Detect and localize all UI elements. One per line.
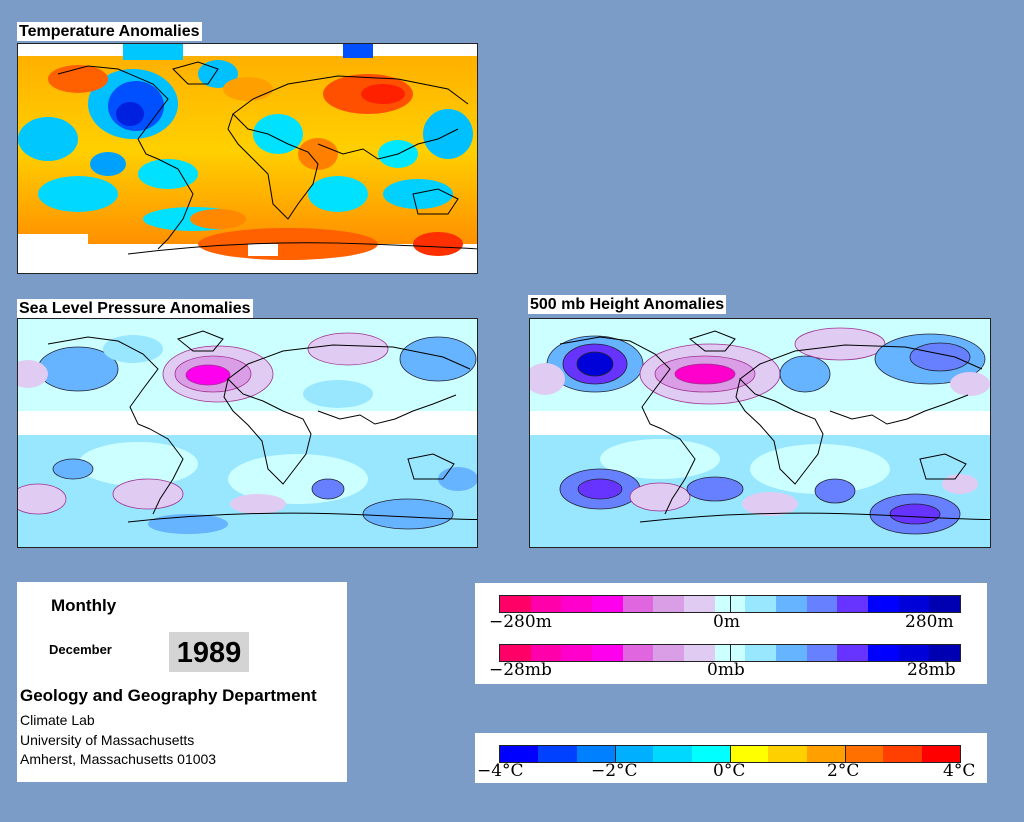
temperature-swatch-8 <box>768 746 807 762</box>
info-panel: Monthly December 1989 Geology and Geogra… <box>17 582 347 782</box>
temperature-legend: −4°C −2°C 0°C 2°C 4°C <box>475 733 987 783</box>
pressure-swatch-9 <box>745 645 777 661</box>
temp-label-zero: 0°C <box>713 761 746 781</box>
height-swatch-11 <box>806 596 838 612</box>
temperature-swatch-7 <box>729 746 769 762</box>
temp-label-minus2: −2°C <box>591 761 638 781</box>
height-swatch-2 <box>530 596 562 612</box>
pressure-swatch-4 <box>592 645 623 661</box>
height-swatch-6 <box>653 596 685 612</box>
pressure-swatch-11 <box>806 645 838 661</box>
pressure-swatch-1 <box>500 645 531 661</box>
height-swatch-12 <box>837 596 869 612</box>
pressure-swatch-6 <box>653 645 685 661</box>
temperature-swatch-10 <box>844 746 884 762</box>
temp-tick-plus2 <box>845 745 846 763</box>
temperature-swatch-6 <box>691 746 730 762</box>
temperature-swatch-12 <box>921 746 960 762</box>
temperature-swatch-1 <box>500 746 539 762</box>
height-swatch-9 <box>745 596 777 612</box>
year-label: 1989 <box>169 632 249 672</box>
height-swatch-1 <box>500 596 531 612</box>
pressure-swatch-3 <box>561 645 593 661</box>
lab-label: Climate Lab <box>20 712 95 728</box>
temperature-anomalies-title: Temperature Anomalies <box>17 22 202 41</box>
temp-tick-minus2 <box>615 745 616 763</box>
pressure-zero-tick <box>730 644 731 662</box>
height-swatch-4 <box>592 596 623 612</box>
temp-label-minus4: −4°C <box>477 761 524 781</box>
temperature-anomalies-map <box>17 43 478 274</box>
height-zero-tick <box>730 595 731 613</box>
anomaly-legend: −280m 0m 280m −28mb 0mb 28mb <box>475 583 987 684</box>
university-label: University of Massachusetts <box>20 732 195 748</box>
height-swatch-14 <box>898 596 930 612</box>
pressure-swatch-15 <box>929 645 961 661</box>
address-label: Amherst, Massachusetts 01003 <box>20 751 217 767</box>
height-swatch-7 <box>684 596 715 612</box>
pressure-swatch-13 <box>868 645 899 661</box>
height-max-label: 280m <box>905 612 954 632</box>
temperature-swatch-9 <box>806 746 845 762</box>
temp-label-plus2: 2°C <box>827 761 860 781</box>
temp-label-plus4: 4°C <box>943 761 976 781</box>
pressure-swatch-5 <box>622 645 654 661</box>
pressure-swatch-7 <box>684 645 715 661</box>
pressure-swatch-14 <box>898 645 930 661</box>
height-swatch-5 <box>622 596 654 612</box>
slp-anomalies-title: Sea Level Pressure Anomalies <box>17 299 253 318</box>
slp-anomalies-map <box>17 318 478 548</box>
height-swatch-3 <box>561 596 593 612</box>
pressure-max-label: 28mb <box>907 660 956 680</box>
period-label: Monthly <box>51 596 117 615</box>
department-label: Geology and Geography Department <box>20 686 317 705</box>
height-anomalies-title: 500 mb Height Anomalies <box>528 295 727 314</box>
temp-tick-zero <box>730 745 731 763</box>
pressure-swatch-2 <box>530 645 562 661</box>
height-swatch-15 <box>929 596 961 612</box>
height-min-label: −280m <box>489 612 552 632</box>
temperature-swatch-5 <box>653 746 692 762</box>
pressure-swatch-12 <box>837 645 869 661</box>
temperature-color-bar <box>499 745 961 763</box>
pressure-swatch-10 <box>776 645 807 661</box>
height-swatch-10 <box>776 596 807 612</box>
height-zero-label: 0m <box>713 612 740 632</box>
temperature-swatch-2 <box>538 746 577 762</box>
pressure-min-label: −28mb <box>489 660 552 680</box>
temperature-swatch-4 <box>614 746 654 762</box>
height-anomalies-map <box>529 318 991 548</box>
month-label: December <box>49 642 112 657</box>
temperature-swatch-11 <box>883 746 922 762</box>
height-swatch-13 <box>868 596 899 612</box>
pressure-zero-label: 0mb <box>707 660 745 680</box>
temperature-swatch-3 <box>576 746 615 762</box>
